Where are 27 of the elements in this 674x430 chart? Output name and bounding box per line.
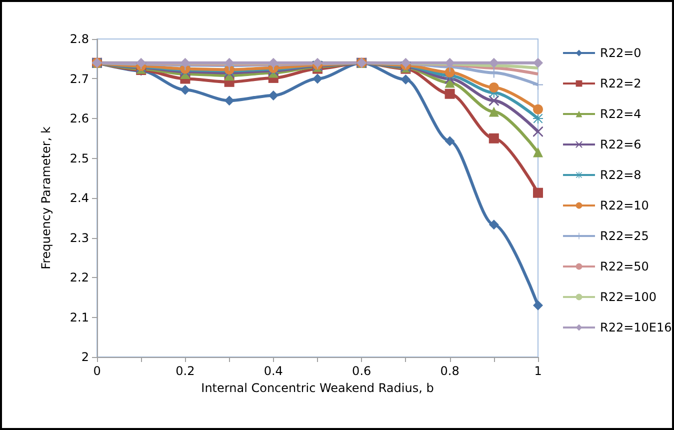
x-tick-label: 0.2 <box>176 364 195 378</box>
y-tick-label: 2.8 <box>70 32 89 46</box>
legend-label: R22=2 <box>600 76 642 90</box>
y-tick-label: 2.3 <box>70 230 89 245</box>
legend-label: R22=8 <box>600 168 642 182</box>
y-tick-label: 2.1 <box>70 310 89 324</box>
legend-label: R22=25 <box>600 229 649 243</box>
legend-label: R22=0 <box>600 46 642 60</box>
legend-label: R22=10 <box>600 198 649 212</box>
legend-label: R22=10E16 <box>600 320 672 334</box>
legend-label: R22=50 <box>600 260 649 274</box>
x-tick-label: 0.8 <box>440 364 460 378</box>
y-tick-label: 2.6 <box>70 112 89 126</box>
y-tick-label: 2.7 <box>70 72 89 86</box>
x-tick-label: 0.6 <box>352 364 372 378</box>
x-tick-label: 1 <box>534 364 542 378</box>
legend-label: R22=4 <box>600 107 642 121</box>
x-tick-label: 0.4 <box>264 364 283 378</box>
y-tick-label: 2.4 <box>70 191 89 205</box>
x-axis-title: Internal Concentric Weakend Radius, b <box>201 381 434 395</box>
y-tick-label: 2 <box>81 350 89 364</box>
y-axis-title: Frequency Parameter, k <box>39 126 53 270</box>
y-tick-label: 2.2 <box>70 270 89 284</box>
x-tick-label: 0 <box>93 364 101 378</box>
legend-label: R22=100 <box>600 290 657 304</box>
y-tick-label: 2.5 <box>70 151 89 166</box>
legend-label: R22=6 <box>600 138 642 152</box>
